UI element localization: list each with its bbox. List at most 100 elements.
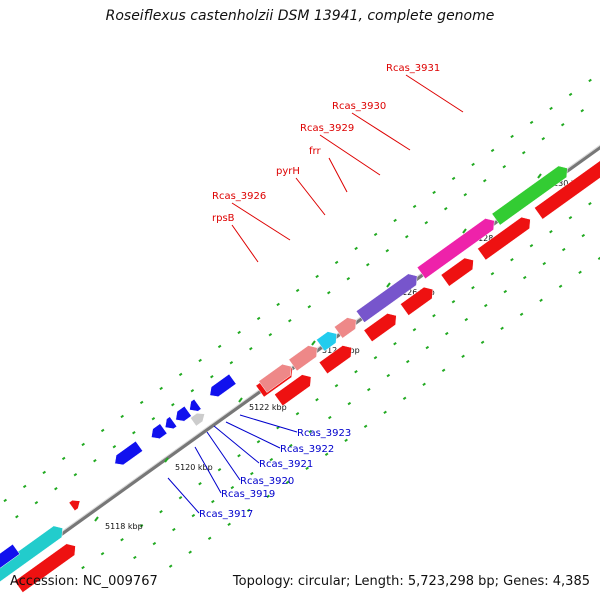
cds-arrow: [400, 286, 434, 316]
guide-dot: [346, 276, 351, 281]
guide-dot: [464, 317, 469, 322]
guide-dot: [588, 201, 592, 206]
guide-dot: [139, 400, 144, 405]
leader-line: [328, 157, 348, 193]
guide-dot: [578, 270, 582, 274]
guide-dot: [490, 148, 495, 153]
tick-mark: [238, 397, 243, 403]
guide-dot: [347, 401, 352, 406]
cds-arrow-reverse: [209, 373, 237, 397]
tick-mark: [164, 457, 169, 463]
guide-dot: [54, 486, 58, 491]
guide-dot: [276, 302, 280, 307]
cds-arrow: [14, 543, 76, 593]
guide-dot: [432, 313, 436, 318]
cds-arrow-reverse: [151, 423, 168, 439]
guide-dot: [482, 179, 487, 183]
guide-dot: [315, 274, 319, 279]
guide-dot: [327, 290, 331, 295]
guide-dot: [217, 467, 222, 472]
tick-label: 5122 kbp: [249, 403, 287, 412]
backbone-line: [0, 144, 600, 581]
cds-arrow: [363, 313, 397, 343]
guide-dot: [188, 550, 192, 554]
guide-dot: [451, 176, 456, 181]
guide-dot: [246, 508, 251, 512]
guide-dot: [190, 388, 195, 393]
leader-line: [194, 446, 222, 494]
tick-label: 5126 kbp: [397, 288, 435, 297]
guide-dot: [268, 332, 273, 337]
leader-line: [225, 421, 281, 449]
guide-dot: [73, 472, 78, 477]
guide-dot: [483, 303, 488, 308]
guide-dot: [580, 109, 585, 113]
guide-dot: [3, 498, 8, 503]
cds-arrow: [274, 374, 312, 407]
guide-dot: [510, 257, 514, 262]
tick-label: 5120 kbp: [175, 463, 213, 472]
guide-dot: [588, 78, 592, 83]
guide-dot: [159, 386, 163, 391]
gene-label: Rcas_3923: [297, 428, 351, 439]
guide-dot: [100, 428, 105, 433]
guide-dot: [568, 215, 573, 220]
guide-dot: [295, 288, 300, 293]
guide-dot: [344, 438, 348, 442]
gene-label: Rcas_3922: [280, 444, 334, 455]
feature-rcas3931: [416, 218, 495, 280]
guide-dot: [266, 494, 270, 498]
guide-dot: [541, 137, 546, 141]
tick-label: 5130 kbp: [548, 179, 586, 188]
guide-dot: [285, 480, 290, 484]
guide-dot: [237, 330, 241, 335]
leader-line: [213, 425, 260, 464]
leader-line: [167, 477, 200, 514]
guide-dot: [412, 204, 417, 209]
guide-dot: [22, 484, 27, 489]
guide-dot: [549, 106, 553, 111]
guide-dot: [522, 275, 527, 280]
feature-gray: [190, 413, 205, 427]
guide-dot: [230, 485, 235, 490]
guide-dot: [422, 382, 426, 386]
leader-line: [231, 202, 291, 241]
leader-line: [239, 414, 298, 433]
accession-text: Accession: NC_009767: [10, 574, 158, 589]
guide-dot: [424, 221, 429, 225]
guide-dot: [373, 355, 378, 360]
guide-dot: [217, 344, 222, 349]
tick-mark: [311, 340, 316, 346]
guide-dot: [393, 218, 397, 223]
guide-dot: [34, 500, 39, 505]
tick-mark: [94, 516, 99, 522]
guide-dot: [249, 346, 253, 351]
cds-arrow-reverse: [164, 416, 178, 430]
guide-dot: [502, 165, 507, 169]
guide-dot: [227, 522, 231, 526]
guide-dot: [385, 248, 390, 253]
guide-dot: [120, 414, 124, 419]
guide-dot: [139, 523, 144, 528]
guide-dot: [198, 358, 202, 363]
guide-dot: [471, 162, 475, 167]
guide-dot: [405, 359, 410, 364]
feature-rcas3930: [355, 273, 418, 323]
guide-dot: [542, 261, 547, 266]
cds-arrow-reverse: [114, 440, 144, 466]
guide-dot: [560, 123, 565, 127]
leader-line: [351, 112, 411, 151]
guide-dot: [308, 429, 313, 434]
gene-label: Rcas_3919: [221, 489, 275, 500]
guide-dot: [334, 260, 339, 265]
guide-dot: [425, 345, 430, 350]
guide-dot: [81, 442, 85, 447]
guide-dot: [558, 284, 563, 288]
guide-dot: [373, 232, 378, 237]
cds-arrow-reverse: [0, 543, 21, 569]
guide-dot: [503, 289, 508, 294]
guide-dot: [305, 466, 309, 470]
gene-label: pyrH: [276, 166, 300, 177]
feature-teal: [0, 525, 63, 583]
